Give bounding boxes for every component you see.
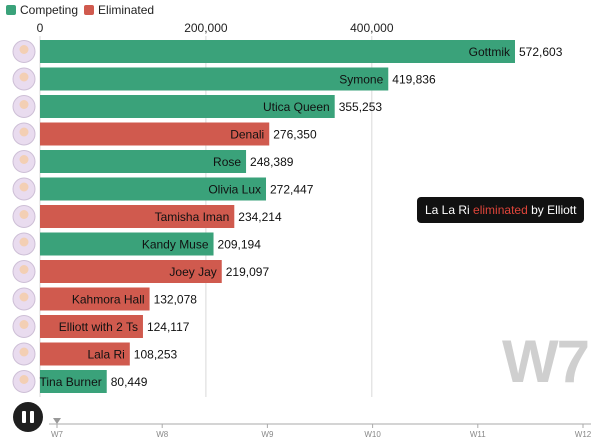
bar[interactable]	[40, 232, 214, 256]
bar-name-label: Gottmik	[469, 45, 511, 59]
avatar-face	[19, 320, 29, 329]
bar-name-label: Joey Jay	[169, 265, 216, 279]
timeline-label[interactable]: W8	[156, 430, 169, 439]
avatar-face	[19, 127, 29, 137]
avatar-face	[19, 292, 29, 302]
timeline-label[interactable]: W12	[575, 430, 592, 439]
bar-name-label: Lala Ri	[87, 348, 124, 362]
avatar-face	[19, 72, 29, 82]
timeline-label[interactable]: W11	[470, 430, 486, 439]
avatar-face	[19, 45, 29, 54]
bar[interactable]	[40, 95, 335, 118]
bar-name-label: Elliott with 2 Ts	[59, 320, 138, 334]
avatar-face	[19, 237, 29, 247]
avatar-face	[19, 100, 29, 109]
bar[interactable]	[40, 150, 247, 173]
x-tick-label: 0	[37, 21, 44, 35]
bar-value-label: 234,214	[238, 210, 282, 224]
avatar-face	[19, 182, 29, 192]
pause-icon-bar	[30, 411, 34, 423]
legend-eliminated[interactable]: Eliminated	[84, 3, 154, 17]
legend-eliminated-label: Eliminated	[98, 3, 155, 17]
bar-name-label: Tina Burner	[39, 375, 101, 389]
timeline-label[interactable]: W10	[364, 430, 381, 439]
timeline-handle[interactable]	[53, 418, 61, 424]
bar[interactable]	[40, 205, 235, 228]
timeline-label[interactable]: W7	[51, 430, 64, 439]
bar[interactable]	[40, 40, 515, 63]
annotation-by: by Elliott	[531, 203, 577, 217]
bar-value-label: 276,350	[273, 128, 317, 142]
bar-value-label: 219,097	[226, 265, 270, 279]
bar[interactable]	[40, 177, 267, 201]
bar-name-label: Denali	[230, 128, 264, 142]
bar[interactable]	[40, 342, 130, 366]
bar-value-label: 108,253	[134, 348, 178, 362]
bar-name-label: Symone	[339, 73, 383, 87]
bar-value-label: 209,194	[218, 238, 262, 252]
pause-icon	[22, 411, 26, 423]
bar-value-label: 419,836	[392, 73, 436, 87]
annotation-action: eliminated	[473, 203, 528, 217]
bar-name-label: Kandy Muse	[142, 238, 209, 252]
legend-competing[interactable]: Competing	[6, 3, 78, 17]
bar[interactable]	[40, 315, 143, 338]
avatar-face	[19, 265, 29, 274]
bar-name-label: Utica Queen	[263, 100, 330, 114]
elimination-annotation: La La Ri eliminated by Elliott	[417, 197, 585, 223]
bar-value-label: 355,253	[339, 100, 383, 114]
bar[interactable]	[40, 260, 222, 283]
legend: Competing Eliminated	[6, 3, 154, 17]
bar-value-label: 132,078	[154, 293, 198, 307]
eliminated-swatch	[84, 5, 95, 15]
bar-value-label: 572,603	[519, 45, 563, 59]
legend-competing-label: Competing	[20, 3, 79, 17]
bar[interactable]	[40, 370, 107, 393]
competing-swatch	[6, 5, 16, 15]
timeline-label[interactable]: W9	[261, 430, 274, 439]
current-week-label: W7	[502, 328, 590, 395]
bar-value-label: 124,117	[147, 320, 190, 334]
bar-name-label: Olivia Lux	[208, 183, 261, 197]
bar-name-label: Tamisha Iman	[155, 210, 230, 224]
x-tick-label: 200,000	[184, 21, 228, 35]
bar-name-label: Kahmora Hall	[72, 293, 145, 307]
bar-value-label: 80,449	[111, 375, 148, 389]
pause-button[interactable]	[13, 402, 43, 432]
avatar-face	[19, 155, 29, 164]
bar[interactable]	[40, 67, 389, 91]
bar-name-label: Rose	[213, 155, 241, 169]
bar[interactable]	[40, 287, 150, 311]
bar[interactable]	[40, 122, 270, 146]
x-tick-label: 400,000	[350, 21, 394, 35]
bar-value-label: 272,447	[270, 183, 314, 197]
avatar-face	[19, 375, 29, 384]
annotation-name: La La Ri	[425, 203, 470, 217]
avatar-face	[19, 210, 29, 219]
bar-value-label: 248,389	[250, 155, 294, 169]
avatar-face	[19, 347, 29, 357]
